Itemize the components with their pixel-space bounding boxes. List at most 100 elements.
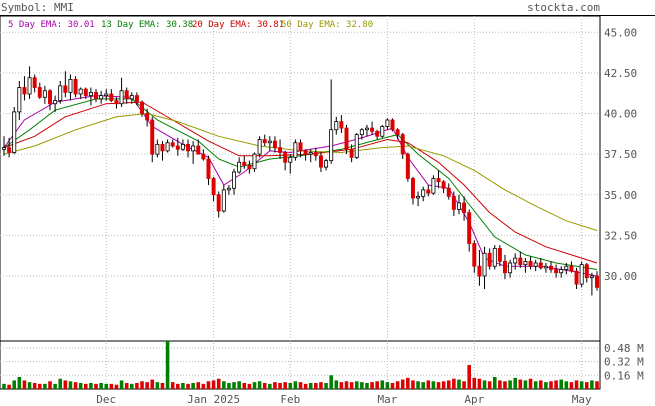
volume-bar [201, 383, 206, 389]
volume-bar [273, 382, 277, 389]
candle-body-up [155, 143, 160, 155]
candle-body-down [400, 134, 405, 155]
candle-body-down [140, 101, 145, 114]
volume-bar [360, 382, 364, 389]
candle-body-down [7, 147, 12, 153]
volume-bar [232, 382, 236, 389]
volume-bar [262, 383, 267, 389]
candle-body-up [180, 143, 185, 150]
candle-body-down [247, 165, 252, 170]
volume-bar [191, 383, 195, 389]
volume-bar [27, 382, 32, 389]
volume-bar [135, 383, 139, 389]
candle-body-down [201, 153, 206, 160]
volume-bar [130, 383, 134, 389]
volume-bar [477, 378, 482, 389]
volume-bar [84, 383, 88, 389]
candle-body-down [63, 85, 68, 93]
candle-body-down [109, 93, 114, 101]
candle-body-up [104, 93, 109, 97]
candle-body-down [467, 212, 472, 244]
candle-body-down [497, 247, 502, 262]
ema-line [3, 95, 598, 277]
ema-line [3, 101, 598, 264]
candle-body-down [446, 187, 451, 197]
candle-body-down [502, 260, 507, 274]
volume-bar [324, 383, 328, 389]
candle-body-down [410, 178, 415, 199]
volume-bar [395, 381, 400, 389]
volume-bar [564, 381, 569, 389]
volume-bar [508, 380, 512, 389]
volume-bar [150, 379, 155, 389]
candle-body-down [145, 113, 150, 121]
volume-bar [544, 382, 548, 389]
candle-body-down [37, 87, 42, 98]
candle-body-down [344, 127, 349, 150]
candle-body-up [416, 195, 421, 199]
volume-bar [314, 383, 318, 389]
candle-body-up [165, 142, 170, 152]
candle-body-down [477, 265, 482, 277]
candle-body-up [380, 126, 385, 137]
candle-body-down [554, 269, 559, 274]
volume-bar [109, 383, 114, 389]
candle-body-down [272, 140, 277, 149]
volume-bar [119, 380, 124, 389]
volume-bar [431, 381, 436, 389]
candle-body-up [329, 129, 334, 162]
volume-bar [2, 383, 6, 389]
volume-bar [549, 381, 553, 389]
candle-body-up [27, 77, 32, 95]
month-tick-label: Apr [464, 393, 484, 406]
candle-body-down [441, 181, 446, 189]
volume-bar [452, 378, 456, 389]
grid-layer [0, 16, 600, 389]
candle-body-up [53, 100, 58, 105]
candle-body-down [395, 129, 400, 136]
candle-body-down [83, 88, 88, 97]
volume-bar [17, 377, 22, 389]
candle-body-down [584, 264, 589, 279]
candle-body-up [129, 95, 134, 100]
symbol-label: Symbol: MMI [1, 1, 74, 14]
volume-bar [12, 380, 17, 389]
volume-bar [78, 383, 83, 389]
volume-bar [308, 383, 313, 389]
candle-body-up [533, 262, 538, 267]
volume-bar [298, 382, 303, 389]
candle-body-down [175, 145, 180, 150]
candle-body-up [226, 187, 231, 191]
volume-bar [365, 383, 369, 389]
candle-body-down [170, 142, 175, 147]
volume-bar [528, 378, 533, 389]
ema-13-label: 13 Day EMA: 30.38 [101, 20, 194, 30]
month-tick-label: Mar [377, 393, 397, 406]
volume-bar [165, 341, 170, 389]
candle-body-up [68, 78, 73, 93]
candle-body-down [472, 243, 477, 267]
candle-body-down [283, 152, 288, 163]
volume-tick-label: 0.32 M [604, 356, 644, 369]
candle-body-down [339, 121, 344, 129]
volume-bar [390, 383, 395, 389]
volume-bar [590, 380, 594, 389]
volume-bar [37, 383, 42, 389]
volume-bar [339, 382, 344, 389]
candle-body-down [549, 265, 553, 270]
volume-bar [319, 382, 323, 389]
volume-bar [293, 381, 298, 389]
volume-bar [584, 382, 589, 389]
month-tick-label: Dec [96, 393, 116, 406]
price-tick-label: 30.00 [604, 270, 637, 283]
candle-body-up [579, 264, 584, 285]
candle-body-up [456, 202, 461, 210]
volume-bar [518, 379, 523, 389]
volume-bar [43, 383, 47, 389]
candle-body-up [191, 145, 196, 152]
volume-bar [283, 382, 287, 389]
candle-body-down [538, 262, 543, 269]
volume-layer [2, 341, 599, 389]
volume-bar [252, 382, 257, 389]
